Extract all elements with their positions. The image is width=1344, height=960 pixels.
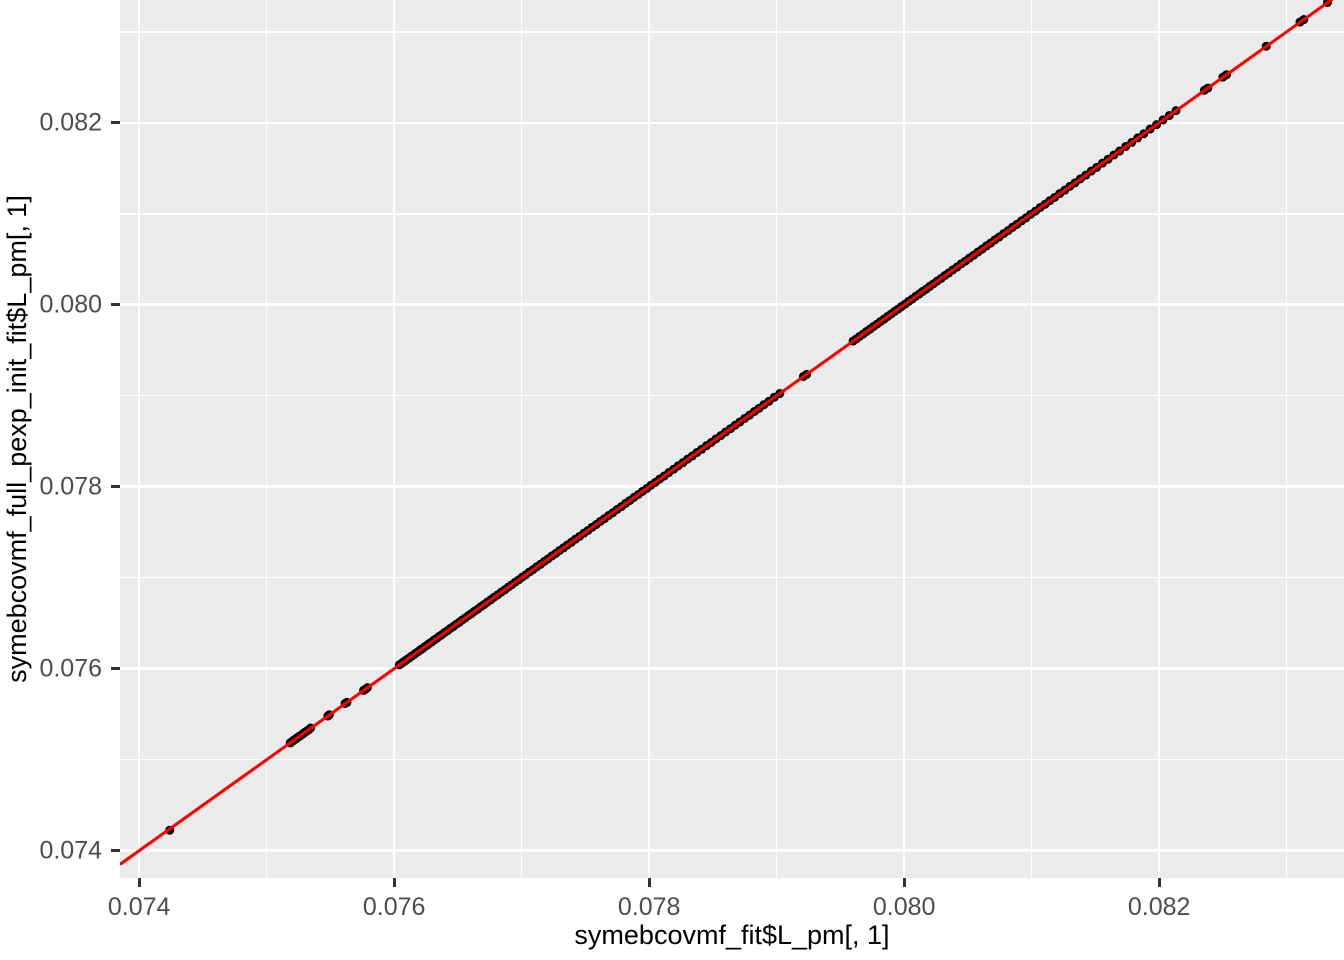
x-tick-mark <box>647 878 651 887</box>
gridline-major-horizontal <box>120 667 1344 671</box>
gridline-major-horizontal <box>120 121 1344 125</box>
x-tick-label: 0.074 <box>107 893 171 921</box>
identity-line <box>120 0 1334 866</box>
y-tick-label: 0.080 <box>39 290 102 319</box>
gridline-minor-horizontal <box>120 395 1344 397</box>
y-axis-title: symebcovmf_full_pexp_init_fit$L_pm[, 1] <box>2 195 32 683</box>
y-tick-mark <box>111 849 120 853</box>
x-axis-title: symebcovmf_fit$L_pm[, 1] <box>574 920 890 950</box>
gridline-minor-horizontal <box>120 213 1344 215</box>
y-tick-label: 0.074 <box>39 836 102 865</box>
gridline-major-vertical <box>137 0 141 878</box>
x-tick-label: 0.082 <box>1127 893 1191 921</box>
gridline-minor-vertical <box>1030 0 1033 878</box>
gridline-major-horizontal <box>120 485 1344 489</box>
x-tick-label: 0.078 <box>617 893 681 921</box>
y-tick-label: 0.076 <box>39 654 102 683</box>
x-tick-mark <box>392 878 396 887</box>
y-tick-mark <box>111 667 120 671</box>
gridline-major-horizontal <box>120 849 1344 852</box>
gridline-minor-horizontal <box>120 31 1344 33</box>
gridline-minor-horizontal <box>120 759 1344 761</box>
x-tick-mark <box>137 878 141 887</box>
gridline-minor-vertical <box>265 0 268 878</box>
x-tick-label: 0.076 <box>362 893 426 921</box>
y-tick-mark <box>111 303 120 307</box>
data-layer <box>120 0 1334 866</box>
gridline-minor-horizontal <box>120 577 1344 579</box>
y-tick-label: 0.078 <box>39 472 102 501</box>
gridline-major-vertical <box>1157 0 1161 878</box>
gridline-major-vertical <box>392 0 396 878</box>
plot-panel <box>120 0 1344 878</box>
x-tick-mark <box>1157 878 1161 887</box>
gridline-major-vertical <box>902 0 906 878</box>
x-tick-mark <box>902 878 906 887</box>
x-tick-label: 0.080 <box>872 893 936 921</box>
gridline-major-horizontal <box>120 303 1344 307</box>
gridline-major-vertical <box>647 0 651 878</box>
y-tick-label: 0.082 <box>39 108 102 137</box>
y-tick-mark <box>111 485 120 489</box>
gridline-minor-vertical <box>1285 0 1288 878</box>
y-tick-mark <box>111 121 120 125</box>
gridline-minor-vertical <box>775 0 778 878</box>
gridline-minor-vertical <box>520 0 523 878</box>
